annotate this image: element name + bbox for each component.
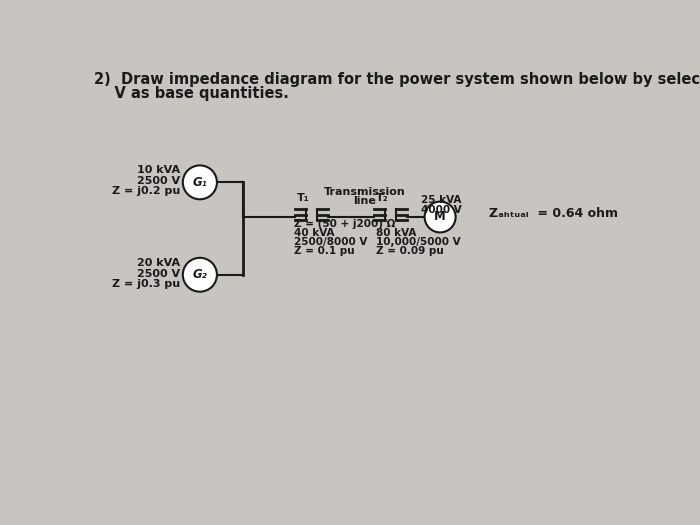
Text: M: M <box>434 211 446 224</box>
Text: Z = 0.1 pu: Z = 0.1 pu <box>294 246 354 256</box>
Text: G₂: G₂ <box>193 268 207 281</box>
Circle shape <box>183 165 217 200</box>
Text: 40 kVA: 40 kVA <box>294 228 334 238</box>
Circle shape <box>425 202 456 233</box>
Text: line: line <box>354 196 377 206</box>
Text: Z = 0.09 pu: Z = 0.09 pu <box>376 246 444 256</box>
Text: Z = j0.3 pu: Z = j0.3 pu <box>113 279 181 289</box>
Text: T₁: T₁ <box>297 193 309 203</box>
Text: 4000 V: 4000 V <box>421 205 462 215</box>
Text: G₁: G₁ <box>193 176 207 189</box>
Text: V as base quantities.: V as base quantities. <box>94 86 288 101</box>
Text: 10 kVA: 10 kVA <box>137 165 181 175</box>
Text: T₂: T₂ <box>376 193 389 203</box>
Text: 20 kVA: 20 kVA <box>137 258 181 268</box>
Circle shape <box>183 258 217 292</box>
Text: 25 kVA: 25 kVA <box>421 195 462 205</box>
Text: Transmission: Transmission <box>324 187 406 197</box>
Text: 2)  Draw impedance diagram for the power system shown below by selecting 50 kVA : 2) Draw impedance diagram for the power … <box>94 72 700 87</box>
Text: 2500 V: 2500 V <box>137 269 181 279</box>
Text: Z = (50 + j200) Ω: Z = (50 + j200) Ω <box>294 219 395 229</box>
Text: 2500/8000 V: 2500/8000 V <box>294 237 367 247</box>
Text: 10,000/5000 V: 10,000/5000 V <box>376 237 461 247</box>
Text: 80 kVA: 80 kVA <box>376 228 416 238</box>
Text: 2500 V: 2500 V <box>137 176 181 186</box>
Text: Z = j0.2 pu: Z = j0.2 pu <box>112 186 181 196</box>
Text: Zₐₕₜᵤₐₗ  = 0.64 ohm: Zₐₕₜᵤₐₗ = 0.64 ohm <box>489 207 618 219</box>
